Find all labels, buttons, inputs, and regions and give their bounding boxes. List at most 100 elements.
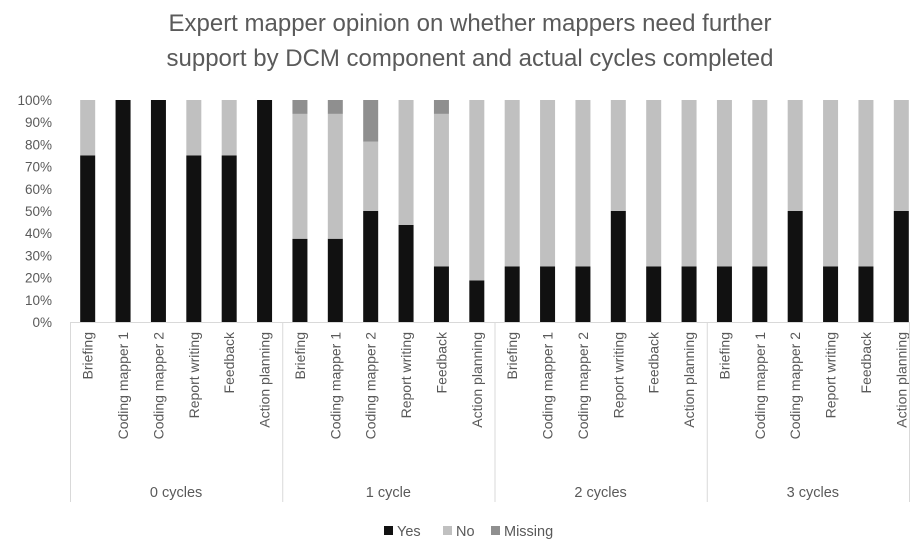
bar-segment-yes (469, 280, 485, 322)
x-group-label: 3 cycles (787, 485, 839, 501)
bar-segment-yes (787, 211, 803, 322)
bar-segment-no (787, 100, 803, 211)
bar-segment-yes (363, 211, 379, 322)
bar-segment-yes (292, 238, 308, 322)
chart-title-line-2: support by DCM component and actual cycl… (167, 45, 774, 72)
x-category-label: Report writing (823, 332, 839, 418)
bar-segment-yes (893, 211, 909, 322)
bar-segment-no (575, 100, 591, 267)
y-tick-label: 70% (25, 160, 52, 175)
x-category-label: Report writing (398, 332, 414, 418)
bar-segment-no (752, 100, 768, 267)
bar-segment-yes (433, 266, 449, 322)
bar-segment-missing (363, 100, 379, 142)
x-category-label: Report writing (186, 332, 202, 418)
y-tick-label: 40% (25, 226, 52, 241)
legend-swatch-no (443, 526, 452, 535)
bar-segment-no (540, 100, 556, 267)
x-category-label: Coding mapper 2 (363, 332, 379, 440)
bar-segment-yes (80, 155, 96, 322)
legend-label-yes: Yes (397, 524, 421, 540)
bar-segment-yes (115, 100, 131, 322)
bar-segment-missing (292, 100, 308, 114)
x-category-label: Feedback (433, 331, 449, 393)
x-category-label: Action planning (469, 332, 485, 428)
x-category-label: Report writing (610, 332, 626, 418)
x-group-label: 0 cycles (150, 485, 202, 501)
y-tick-label: 80% (25, 137, 52, 152)
x-category-label: Action planning (681, 332, 697, 428)
x-category-label: Briefing (292, 332, 308, 379)
bar-segment-yes (398, 224, 414, 322)
bar-segment-yes (752, 266, 768, 322)
x-category-label: Coding mapper 2 (575, 332, 591, 440)
bar-segment-yes (221, 155, 237, 322)
bar-segment-yes (150, 100, 166, 322)
x-category-label: Coding mapper 1 (115, 332, 131, 440)
x-category-label: Coding mapper 2 (787, 332, 803, 440)
y-tick-label: 100% (17, 93, 52, 108)
x-axis: Briefing Coding mapper 1 Coding mapper 2 Re… (70, 322, 910, 502)
bar-segment-no (469, 100, 485, 281)
x-category-label: Feedback (858, 331, 874, 393)
x-group-label: 1 cycle (366, 485, 411, 501)
bar-series (80, 100, 909, 322)
bar-segment-no (186, 100, 202, 156)
bar-segment-yes (646, 266, 662, 322)
legend-label-no: No (456, 524, 475, 540)
x-category-label: Briefing (80, 332, 96, 379)
y-tick-label: 60% (25, 182, 52, 197)
chart-title: Expert mapper opinion on whether mappers… (167, 10, 774, 72)
bar-segment-yes (327, 238, 343, 322)
bar-segment-no (504, 100, 520, 267)
bar-segment-no (80, 100, 96, 156)
x-category-label: Coding mapper 2 (150, 332, 166, 440)
y-tick-label: 30% (25, 248, 52, 263)
x-group-label: 2 cycles (574, 485, 626, 501)
bar-segment-no (646, 100, 662, 267)
bar-segment-yes (823, 266, 839, 322)
bar-segment-yes (681, 266, 697, 322)
bar-segment-no (292, 113, 308, 239)
x-category-label: Feedback (646, 331, 662, 393)
bar-segment-yes (504, 266, 520, 322)
bar-segment-no (823, 100, 839, 267)
x-category-label: Action planning (257, 332, 273, 428)
bar-segment-yes (540, 266, 556, 322)
bar-segment-no (893, 100, 909, 211)
bar-segment-yes (716, 266, 732, 322)
bar-segment-no (327, 113, 343, 239)
y-tick-label: 90% (25, 115, 52, 130)
x-category-label: Coding mapper 1 (327, 332, 343, 440)
bar-segment-yes (610, 211, 626, 322)
bar-segment-no (610, 100, 626, 211)
x-category-label: Briefing (504, 332, 520, 379)
legend-swatch-yes (384, 526, 393, 535)
bar-segment-no (221, 100, 237, 156)
y-tick-label: 0% (32, 315, 52, 330)
x-category-label: Coding mapper 1 (752, 332, 768, 440)
bar-segment-no (681, 100, 697, 267)
bar-segment-missing (327, 100, 343, 114)
bar-segment-yes (186, 155, 202, 322)
x-category-label: Coding mapper 1 (540, 332, 556, 440)
bar-segment-no (716, 100, 732, 267)
y-axis: 0% 10% 20% 30% 40% 50% 60% 70% 80% 90% 100% (17, 93, 52, 330)
bar-segment-no (858, 100, 874, 267)
legend: Yes No Missing (384, 524, 553, 540)
bar-segment-yes (858, 266, 874, 322)
bar-segment-yes (575, 266, 591, 322)
y-tick-label: 10% (25, 293, 52, 308)
legend-swatch-missing (491, 526, 500, 535)
x-category-label: Action planning (893, 332, 909, 428)
x-category-label: Feedback (221, 331, 237, 393)
bar-segment-yes (257, 100, 273, 322)
y-tick-label: 50% (25, 204, 52, 219)
bar-segment-no (433, 113, 449, 267)
bar-segment-no (398, 100, 414, 225)
bar-segment-missing (433, 100, 449, 114)
legend-label-missing: Missing (504, 524, 553, 540)
bar-segment-no (363, 141, 379, 211)
chart-title-line-1: Expert mapper opinion on whether mappers… (168, 10, 771, 37)
